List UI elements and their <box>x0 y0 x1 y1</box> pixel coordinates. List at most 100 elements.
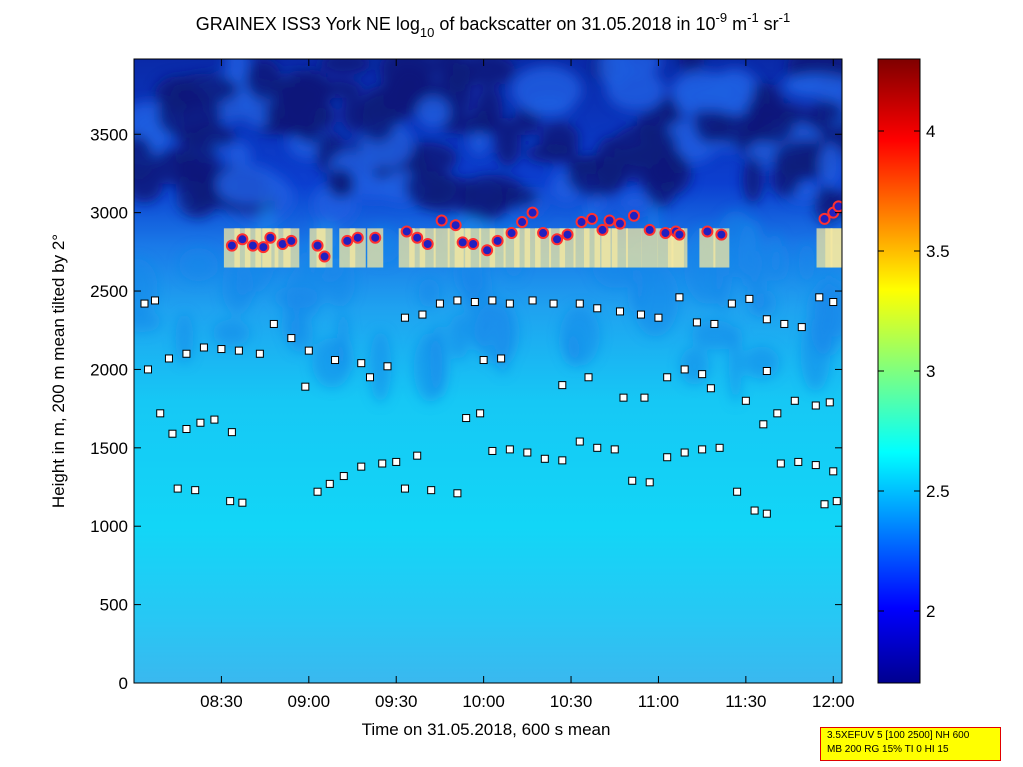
cloud-marker <box>456 236 469 249</box>
texture-blob <box>151 148 198 185</box>
cloud-band-segment <box>433 228 450 268</box>
layer-marker <box>217 345 226 354</box>
cloud-marker <box>603 214 616 227</box>
cloud-marker <box>264 231 277 244</box>
layer-marker <box>663 373 672 382</box>
texture-blob <box>170 73 239 105</box>
cloud-band-segment <box>611 228 628 268</box>
cloud-marker <box>613 217 626 230</box>
layer-marker <box>331 356 340 365</box>
cloud-marker <box>351 231 364 244</box>
cloud-marker <box>236 233 249 246</box>
layer-marker <box>558 456 567 465</box>
cloud-marker <box>491 234 504 247</box>
layer-marker <box>575 299 584 308</box>
texture-blob <box>606 69 665 111</box>
layer-marker <box>325 479 334 488</box>
layer-marker <box>815 293 824 302</box>
layer-marker <box>829 467 838 476</box>
layer-marker <box>357 462 366 471</box>
texture-blob <box>511 65 582 115</box>
layer-marker <box>680 365 689 374</box>
texture-blob <box>678 59 705 74</box>
texture-blob <box>751 291 777 317</box>
layer-marker <box>593 304 602 313</box>
colorbar-tick-label: 4 <box>926 122 935 141</box>
layer-marker <box>615 307 624 316</box>
y-tick-label: 500 <box>100 596 128 615</box>
layer-marker <box>227 428 236 437</box>
texture-blob <box>369 330 392 403</box>
layer-marker <box>797 323 806 332</box>
layer-marker <box>794 457 803 466</box>
cloud-marker <box>435 214 448 227</box>
layer-marker <box>400 484 409 493</box>
cloud-band-segment <box>625 228 642 268</box>
texture-blob <box>691 320 738 350</box>
colorbar-tick-label: 2 <box>926 602 935 621</box>
layer-marker <box>140 299 149 308</box>
x-tick-label: 12:00 <box>812 692 855 711</box>
cloud-band-segment <box>830 228 842 268</box>
texture-blob <box>277 82 331 113</box>
texture-blob <box>709 114 772 146</box>
texture-blob <box>346 178 403 201</box>
cloud-marker <box>596 223 609 236</box>
cloud-marker <box>246 239 259 252</box>
layer-marker <box>820 500 829 509</box>
cloud-marker <box>643 223 656 236</box>
cloud-marker <box>505 227 518 240</box>
layer-marker <box>488 296 497 305</box>
layer-marker <box>610 445 619 454</box>
y-axis-label: Height in m, 200 m mean tilted by 2° <box>49 234 68 508</box>
chart-title-text: GRAINEX ISS3 York NE log10 of backscatte… <box>196 10 790 40</box>
colorbar-gradient <box>877 58 921 684</box>
texture-blob <box>586 192 608 215</box>
layer-marker <box>680 448 689 457</box>
texture-blob <box>567 155 629 197</box>
cloud-marker <box>575 216 588 229</box>
layer-marker <box>710 319 719 328</box>
cloud-band-segment <box>699 228 716 268</box>
plot-area <box>134 59 842 683</box>
x-axis: 08:30 09:00 09:30 10:00 10:30 11:00 11:30 12:00 <box>200 59 855 711</box>
colorbar-tick-label: 2.5 <box>926 482 950 501</box>
cloud-marker <box>701 225 714 238</box>
layer-marker <box>173 484 182 493</box>
cloud-marker <box>627 209 640 222</box>
cloud-marker <box>311 239 324 252</box>
texture-blob <box>216 164 279 205</box>
texture-blob <box>282 300 302 340</box>
cloud-marker <box>481 244 494 257</box>
layer-marker <box>357 359 366 368</box>
cloud-marker <box>551 233 564 246</box>
texture-blob <box>236 273 252 297</box>
layer-marker <box>698 445 707 454</box>
info-box-line-2: MB 200 RG 15% TI 0 HI 15 <box>827 744 949 755</box>
layer-marker <box>238 498 247 507</box>
layer-marker <box>636 310 645 319</box>
layer-marker <box>366 373 374 382</box>
layer-marker <box>234 346 243 355</box>
x-tick-label: 09:00 <box>288 692 331 711</box>
cloud-marker <box>818 212 831 225</box>
layer-marker <box>741 396 750 405</box>
cloud-marker <box>411 231 424 244</box>
cloud-marker <box>467 238 480 251</box>
texture-blob <box>440 115 496 135</box>
layer-marker <box>210 415 219 424</box>
texture-blob <box>337 310 350 371</box>
y-tick-label: 3000 <box>90 204 128 223</box>
layer-marker <box>663 453 672 462</box>
texture-blob <box>224 59 250 83</box>
texture-blob <box>179 248 218 282</box>
layer-marker <box>825 398 834 407</box>
layer-marker <box>400 313 409 322</box>
layer-marker <box>773 409 782 418</box>
texture-blob <box>494 117 522 167</box>
texture-blob <box>459 179 509 222</box>
y-tick-label: 3500 <box>90 125 128 144</box>
layer-marker <box>619 393 628 402</box>
layer-marker <box>780 319 789 328</box>
